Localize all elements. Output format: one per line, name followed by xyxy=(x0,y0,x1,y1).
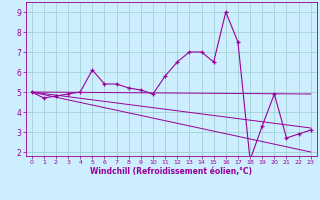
X-axis label: Windchill (Refroidissement éolien,°C): Windchill (Refroidissement éolien,°C) xyxy=(90,167,252,176)
